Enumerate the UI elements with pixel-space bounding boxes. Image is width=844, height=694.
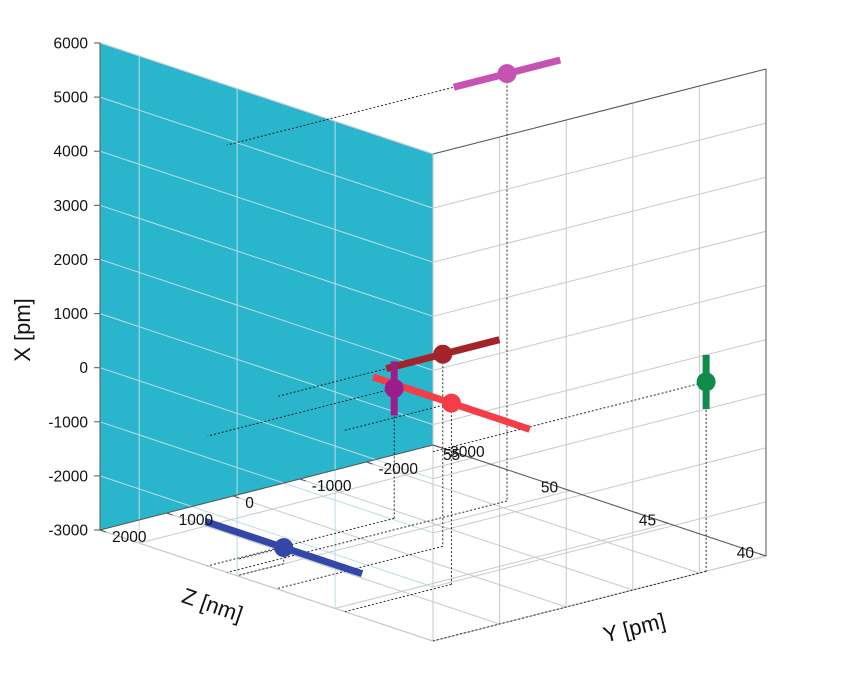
floor-gridline: [299, 478, 633, 591]
z-tick-mark: [563, 488, 571, 492]
frame-layer: [94, 42, 767, 557]
x-tick-label: -3000: [48, 523, 88, 540]
back-wall-gridline: [99, 421, 434, 534]
z-tick-mark: [466, 455, 473, 459]
data-point: [433, 344, 453, 364]
side-wall-gridline: [432, 393, 767, 480]
frame-edge: [432, 68, 767, 155]
x-tick-label: 6000: [54, 36, 89, 53]
side-wall-gridline: [432, 122, 767, 209]
side-wall-gridline: [432, 284, 767, 371]
y-tick-label: 1000: [179, 512, 214, 529]
y-tick-label: 0: [245, 495, 254, 512]
side-wall-gridline: [432, 339, 767, 426]
z-tick-label: 40: [737, 545, 755, 562]
y-tick-mark: [166, 512, 173, 516]
y-tick-label: -1000: [312, 478, 352, 495]
frame-edge: [99, 444, 434, 531]
floor-guide-line: [236, 563, 284, 577]
floor-gridline: [139, 457, 473, 544]
floor-gridline: [334, 522, 669, 609]
data-point: [441, 393, 461, 413]
data-point: [497, 64, 517, 84]
y-tick-mark: [432, 444, 440, 448]
back-wall-gridline: [99, 475, 434, 588]
data-point: [384, 378, 404, 398]
y-tick-label: 2000: [112, 529, 147, 546]
y-tick-label: -2000: [378, 461, 418, 478]
floor-guide-line: [276, 545, 443, 590]
floor-gridline: [166, 512, 500, 625]
back-wall-gridline: [99, 150, 434, 263]
side-wall-gridline: [432, 230, 767, 317]
x-tick-label: 0: [79, 360, 88, 377]
back-wall-gridline: [99, 42, 434, 155]
back-wall-gridline: [99, 258, 434, 371]
floor-guide-line: [227, 500, 508, 573]
floor-guide-line: [432, 570, 707, 642]
y-tick-mark: [233, 495, 240, 499]
data-point: [274, 538, 294, 558]
x-tick-label: -1000: [48, 414, 88, 431]
x-tick-label: -2000: [48, 468, 88, 485]
data-point: [696, 372, 716, 392]
x-tick-label: 3000: [54, 198, 89, 215]
floor-gridline: [233, 495, 567, 608]
x-tick-label: 4000: [54, 144, 89, 161]
frame-edge: [432, 444, 767, 557]
x-tick-label: 5000: [54, 90, 89, 107]
points-layer: [204, 56, 716, 578]
y-tick-mark: [99, 529, 107, 533]
tick-labels-layer: -3000 -2000 -1000 0 1000 2000 3000 4000 5000 6000…: [48, 36, 754, 563]
z-tick-mark: [759, 553, 767, 557]
y-tick-label: -3000: [445, 444, 485, 461]
side-wall-gridline: [432, 447, 767, 534]
z-tick-mark: [661, 520, 669, 524]
z-tick-label: 50: [541, 480, 559, 497]
back-wall-gridline: [99, 313, 434, 426]
back-wall-gridline: [99, 96, 434, 209]
z-tick-label: 45: [639, 512, 656, 529]
floor-guide-line: [207, 517, 395, 567]
x-axis-title: X [pm]: [10, 298, 35, 362]
y-tick-mark: [366, 461, 373, 465]
x-tick-label: 1000: [54, 306, 89, 323]
y-axis-title: Y [pm]: [601, 608, 668, 648]
back-wall-gridline: [99, 367, 434, 480]
height-guide-line: [207, 387, 395, 437]
side-wall-gridline: [432, 501, 767, 588]
height-guide-line: [432, 381, 707, 453]
floor-gridline: [99, 529, 434, 642]
back-wall-gridline: [99, 204, 434, 317]
y-tick-mark: [299, 478, 306, 482]
z-tick-label: 55: [443, 447, 460, 464]
floor-gridline: [366, 461, 700, 574]
side-wall-gridline: [432, 176, 767, 263]
floor-gridline: [236, 490, 571, 577]
z-axis-title: Z [nm]: [179, 583, 246, 627]
x-tick-label: 2000: [54, 252, 89, 269]
